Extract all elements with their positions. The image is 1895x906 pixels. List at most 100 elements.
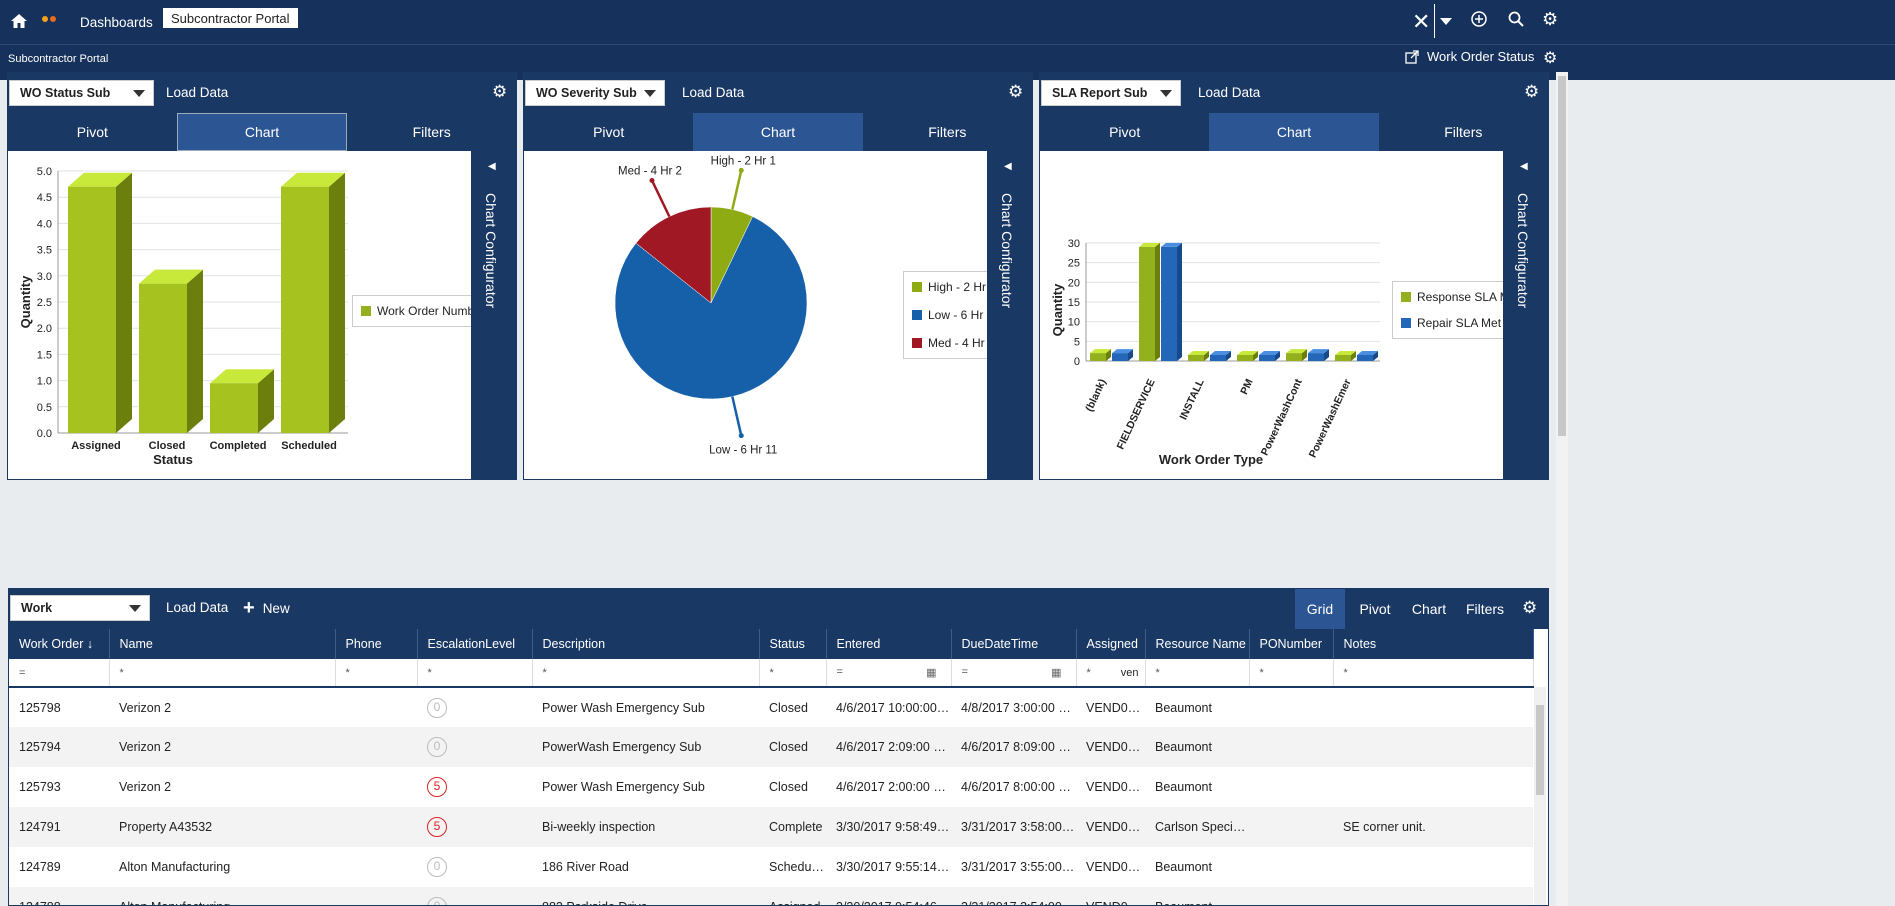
work-select[interactable]: Work (10, 595, 150, 621)
column-header[interactable]: Entered (826, 629, 952, 659)
chart-configurator-toggle[interactable]: ◀ Chart Configurator (1503, 151, 1548, 479)
filter-operator[interactable]: * (119, 666, 124, 679)
sla-report-select[interactable]: SLA Report Sub (1041, 80, 1181, 106)
page-scrollbar[interactable] (1556, 72, 1568, 906)
load-data-button[interactable]: Load Data (166, 85, 229, 100)
table-row[interactable]: 125794 Verizon 2 0 PowerWash Emergency Sub C… (9, 727, 1533, 767)
filter-operator[interactable]: * (542, 666, 547, 679)
tab-pivot[interactable]: Pivot (1359, 601, 1391, 617)
bar-side (1155, 242, 1160, 361)
assigned-filter-input[interactable]: ven (1120, 666, 1139, 679)
filter-cell[interactable]: * (335, 659, 418, 688)
apps-dots-icon[interactable] (42, 16, 56, 22)
load-data-button[interactable]: Load Data (166, 600, 229, 615)
work-grid-panel: Work Load Data + New Grid Pivot Chart Fil… (8, 588, 1549, 906)
tab-pivot[interactable]: Pivot (76, 124, 108, 140)
calendar-icon[interactable]: ▦ (926, 667, 937, 679)
column-header[interactable]: Notes (1333, 629, 1534, 659)
filter-operator[interactable]: = (961, 666, 968, 678)
tab-grid[interactable]: Grid (1295, 589, 1345, 629)
filter-operator[interactable]: = (836, 666, 843, 678)
tab-subcontractor-portal[interactable]: Subcontractor Portal (163, 8, 298, 28)
collapse-left-icon: ◀ (1520, 161, 1528, 172)
column-header[interactable]: Phone (335, 629, 418, 659)
tab-pivot[interactable]: Pivot (1109, 124, 1141, 140)
filter-cell[interactable]: * (1249, 659, 1334, 688)
tab-filters[interactable]: Filters (1444, 124, 1483, 140)
filter-operator[interactable]: * (1155, 666, 1160, 679)
tab-chart[interactable]: Chart (1411, 601, 1447, 617)
column-header[interactable]: DueDateTime (951, 629, 1077, 659)
search-icon[interactable] (1507, 10, 1525, 28)
column-header[interactable]: PONumber (1249, 629, 1334, 659)
y-tick-label: 0.5 (37, 402, 52, 414)
filter-cell[interactable]: * (417, 659, 533, 688)
filter-cell[interactable]: * (109, 659, 336, 688)
load-data-button[interactable]: Load Data (1198, 85, 1261, 100)
gear-icon[interactable]: ⚙ (1522, 598, 1538, 617)
filter-cell[interactable]: * (1333, 659, 1534, 688)
external-link-icon[interactable] (1405, 50, 1419, 64)
table-row[interactable]: 125798 Verizon 2 0 Power Wash Emergency Sub… (9, 687, 1533, 727)
filter-operator[interactable]: * (345, 666, 350, 679)
filter-operator[interactable]: = (19, 666, 26, 679)
tab-pivot[interactable]: Pivot (593, 124, 625, 140)
tab-chart[interactable]: Chart (176, 113, 348, 151)
filter-operator[interactable]: * (1259, 666, 1264, 679)
chevron-down-icon[interactable] (1440, 18, 1452, 25)
column-header[interactable]: Description (532, 629, 760, 659)
tab-filters[interactable]: Filters (412, 124, 451, 140)
wo-severity-select[interactable]: WO Severity Sub (525, 80, 665, 106)
chevron-down-icon (129, 605, 141, 612)
table-row[interactable]: 124789 Alton Manufacturing 0 186 River Road… (9, 847, 1533, 887)
filter-operator[interactable]: * (1086, 666, 1091, 679)
load-data-button[interactable]: Load Data (682, 85, 745, 100)
gear-icon[interactable]: ⚙ (1008, 82, 1024, 101)
column-header[interactable]: Assigned (1076, 629, 1146, 659)
scrollbar-thumb[interactable] (1558, 76, 1566, 436)
calendar-icon[interactable]: ▦ (1051, 667, 1062, 679)
work-order-status-link[interactable]: Work Order Status (1427, 49, 1535, 64)
bar-side (1204, 351, 1209, 361)
column-header[interactable]: Status (759, 629, 827, 659)
filter-cell[interactable]: * ven (1076, 659, 1146, 688)
filter-operator[interactable]: * (1343, 666, 1348, 679)
filter-cell[interactable]: * (759, 659, 827, 688)
filter-operator[interactable]: * (769, 666, 774, 679)
table-row[interactable]: 125793 Verizon 2 5 Power Wash Emergency Sub… (9, 767, 1533, 807)
tab-chart[interactable]: Chart (693, 113, 863, 151)
filter-cell[interactable]: = ▦ (826, 659, 952, 688)
dashboards-link[interactable]: Dashboards (80, 14, 153, 30)
column-header[interactable]: Work Order ↓ (9, 629, 110, 659)
gear-icon[interactable]: ⚙ (1542, 9, 1559, 29)
tab-filters[interactable]: Filters (1465, 601, 1505, 617)
add-icon[interactable] (1470, 10, 1488, 28)
wo-status-select[interactable]: WO Status Sub (9, 80, 154, 106)
gear-icon[interactable]: ⚙ (492, 82, 508, 101)
x-tick-label: INSTALL (1177, 377, 1207, 422)
new-button[interactable]: + New (243, 597, 290, 620)
column-header[interactable]: EscalationLevel (417, 629, 533, 659)
table-cell (335, 887, 417, 905)
filter-cell[interactable]: = ▦ (951, 659, 1077, 688)
filter-operator[interactable]: * (427, 666, 432, 679)
column-header[interactable]: Resource Name (1145, 629, 1250, 659)
tab-chart[interactable]: Chart (1209, 113, 1379, 151)
grid-scrollbar[interactable] (1534, 687, 1546, 905)
legend-swatch (912, 338, 922, 348)
filter-cell[interactable]: * (532, 659, 760, 688)
column-header[interactable]: Name (109, 629, 336, 659)
table-row[interactable]: 124791 Property A43532 5 Bi-weekly inspecti… (9, 807, 1533, 847)
chart-configurator-toggle[interactable]: ◀ Chart Configurator (471, 151, 516, 479)
gear-icon[interactable]: ⚙ (1524, 82, 1540, 101)
tab-filters[interactable]: Filters (928, 124, 967, 140)
chart-configurator-toggle[interactable]: ◀ Chart Configurator (987, 151, 1032, 479)
filter-cell[interactable]: = (9, 659, 110, 688)
scrollbar-thumb[interactable] (1536, 705, 1544, 795)
x-tick-label: Completed (210, 440, 267, 452)
filter-cell[interactable]: * (1145, 659, 1250, 688)
close-icon[interactable]: ✕ (1412, 9, 1431, 34)
home-icon[interactable] (10, 10, 32, 32)
gear-icon[interactable]: ⚙ (1543, 50, 1558, 67)
table-row[interactable]: 124788Alton Manufacturing 0 882 Parkside D… (9, 887, 1533, 905)
